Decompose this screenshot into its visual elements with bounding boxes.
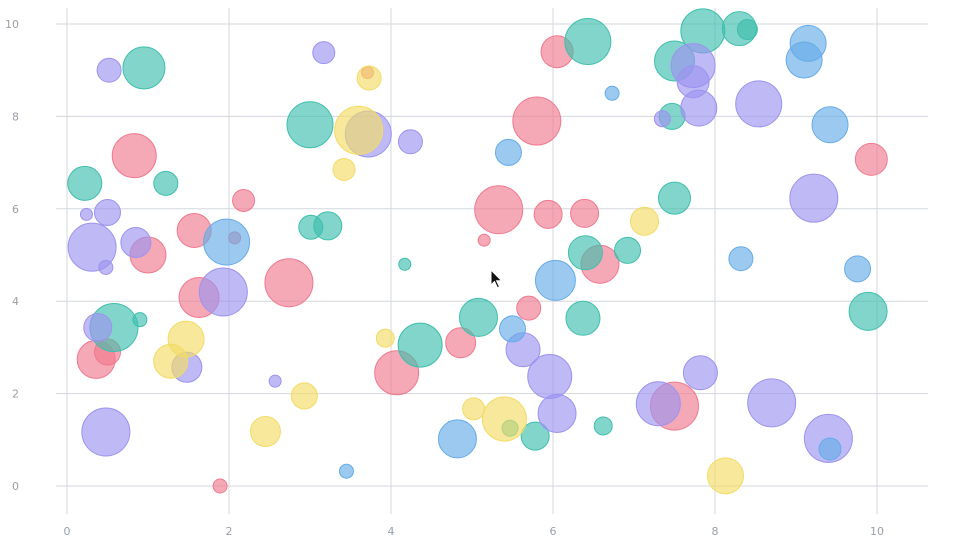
bubble-blue <box>818 437 842 461</box>
bubble-red <box>533 199 563 229</box>
bubble-purple <box>79 207 93 221</box>
bubble-green <box>593 416 613 436</box>
bubble-yellow <box>249 415 281 447</box>
bubble-yellow <box>332 158 356 182</box>
bubble-blue <box>437 419 477 459</box>
bubble-purple <box>653 110 671 128</box>
bubble-blue <box>203 218 251 266</box>
bubble-blue <box>728 246 754 272</box>
bubble-yellow <box>630 206 660 236</box>
bubble-red <box>570 198 600 228</box>
bubble-layer <box>67 8 888 495</box>
bubble-green <box>286 101 334 149</box>
bubble-yellow <box>153 343 189 379</box>
bubble-blue <box>534 259 576 301</box>
y-tick-label: 8 <box>12 110 19 123</box>
tick-layer: 0 2 4 6 8 10 0 2 4 6 8 10 <box>5 18 884 538</box>
bubble-green <box>458 297 498 337</box>
bubble-red <box>232 188 256 212</box>
bubble-purple <box>198 267 248 317</box>
bubble-purple <box>747 378 797 428</box>
bubble-yellow <box>356 65 382 91</box>
bubble-green <box>67 165 103 201</box>
bubble-purple <box>312 41 336 65</box>
bubble-green <box>658 181 691 215</box>
x-tick-label: 8 <box>712 525 719 538</box>
bubble-green <box>565 300 601 336</box>
bubble-yellow <box>462 397 486 421</box>
bubble-green <box>736 19 758 41</box>
bubble-purple <box>98 259 114 275</box>
bubble-yellow <box>334 105 384 155</box>
bubble-red <box>111 133 157 179</box>
bubble-yellow <box>375 328 395 348</box>
mouse-cursor-icon <box>490 269 503 289</box>
bubble-green <box>313 211 343 241</box>
y-tick-label: 2 <box>12 388 19 401</box>
bubble-red <box>474 185 524 235</box>
bubble-purple <box>680 89 718 127</box>
bubble-blue <box>494 138 522 166</box>
bubble-green <box>398 257 412 271</box>
bubble-blue <box>604 85 620 101</box>
bubble-purple <box>735 80 783 128</box>
bubble-purple <box>120 227 152 259</box>
y-tick-label: 0 <box>12 480 19 493</box>
bubble-red <box>516 295 542 321</box>
bubble-purple <box>635 381 681 427</box>
bubble-red <box>477 233 491 247</box>
bubble-purple <box>96 57 122 83</box>
bubble-blue <box>811 106 849 144</box>
bubble-purple <box>789 173 839 223</box>
bubble-red <box>854 142 888 176</box>
x-tick-label: 6 <box>550 525 557 538</box>
bubble-green <box>122 46 166 90</box>
bubble-green <box>567 235 603 271</box>
bubble-red <box>445 327 477 359</box>
bubble-purple <box>83 313 113 343</box>
bubble-green <box>132 312 148 328</box>
bubble-green <box>848 291 888 331</box>
bubble-yellow <box>290 382 318 410</box>
y-tick-label: 6 <box>12 203 19 216</box>
bubble-purple <box>537 393 577 433</box>
bubble-yellow <box>707 457 745 495</box>
bubble-purple <box>397 129 423 155</box>
bubble-purple <box>81 407 131 457</box>
bubble-purple <box>268 374 282 388</box>
x-tick-label: 4 <box>388 525 395 538</box>
x-tick-label: 10 <box>870 525 884 538</box>
bubble-blue <box>789 24 827 62</box>
bubble-purple <box>527 354 573 400</box>
bubble-red <box>512 96 562 146</box>
bubble-purple <box>67 222 117 272</box>
x-tick-label: 0 <box>64 525 71 538</box>
y-tick-label: 4 <box>12 295 19 308</box>
bubble-blue <box>499 315 526 343</box>
bubble-green <box>614 236 642 264</box>
bubble-red <box>264 258 314 308</box>
bubble-purple <box>682 355 718 391</box>
bubble-green <box>520 421 550 451</box>
bubble-yellow <box>481 396 527 442</box>
bubble-purple <box>94 198 121 226</box>
bubble-green <box>153 170 179 196</box>
bubble-green <box>564 18 612 66</box>
bubble-red <box>212 478 228 494</box>
bubble-green <box>397 322 443 368</box>
bubble-blue <box>338 463 354 479</box>
bubble-blue <box>844 255 872 283</box>
grid-layer <box>56 8 928 514</box>
x-tick-label: 2 <box>226 525 233 538</box>
y-tick-label: 10 <box>5 18 19 31</box>
